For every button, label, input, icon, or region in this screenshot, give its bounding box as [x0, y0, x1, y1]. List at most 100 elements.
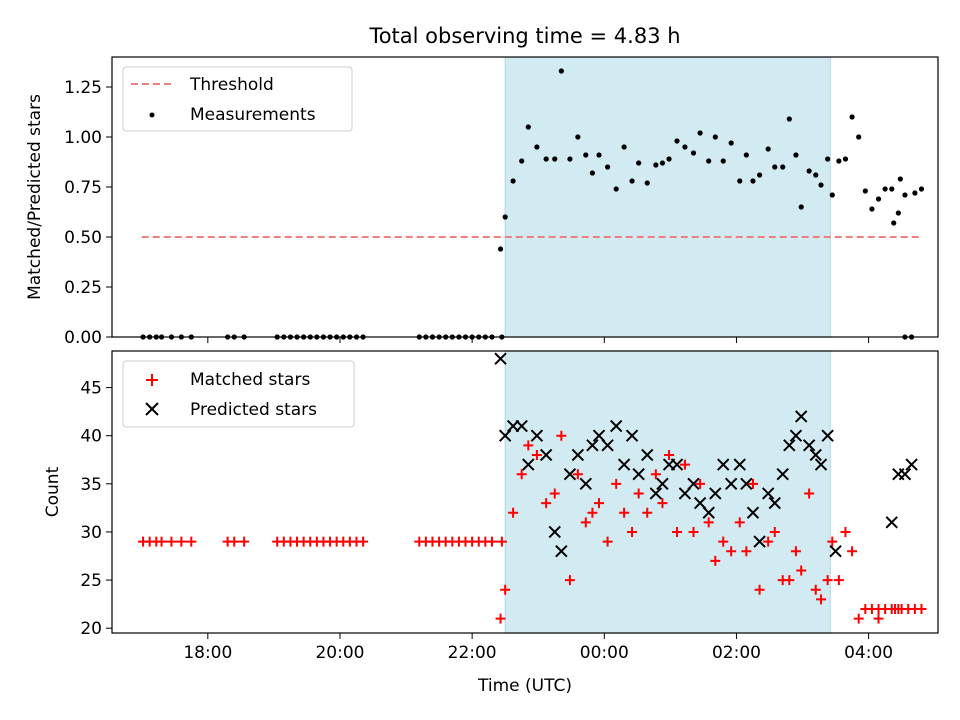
- measurement-point: [728, 140, 734, 146]
- measurement-point: [849, 114, 855, 120]
- measurement-point: [666, 156, 672, 162]
- matched-star-point: [718, 536, 729, 547]
- matched-star-point: [810, 584, 821, 595]
- predicted-star-point: [821, 429, 834, 442]
- matched-star-point: [734, 517, 745, 528]
- matched-legend-label: Matched stars: [190, 370, 310, 390]
- matched-star-point: [156, 536, 167, 547]
- predicted-star-point: [885, 516, 898, 529]
- matched-star-point: [611, 478, 622, 489]
- measurement-point: [806, 168, 812, 174]
- measurement-point: [682, 144, 688, 150]
- predicted-star-point: [795, 410, 808, 423]
- time-tick-label: 18:00: [183, 643, 232, 663]
- matched-star-point: [580, 517, 591, 528]
- predicted-star-point: [586, 439, 599, 452]
- predicted-star-point: [601, 439, 614, 452]
- matched-star-point: [650, 469, 661, 480]
- measurements-legend-label: Measurements: [190, 105, 316, 125]
- matched-star-point: [679, 459, 690, 470]
- measurement-point: [613, 186, 619, 192]
- measurement-point: [772, 164, 778, 170]
- predicted-star-point: [814, 458, 828, 471]
- count-y-ticks: 20 25 30 35 40 45: [80, 379, 112, 639]
- matched-star-point: [594, 498, 605, 509]
- predicted-legend-label: Predicted stars: [190, 400, 317, 420]
- matched-star-point: [496, 536, 507, 547]
- predicted-star-point: [740, 477, 753, 491]
- matched-star-point: [833, 575, 844, 586]
- predicted-star-point: [649, 487, 663, 500]
- predicted-star-point: [746, 506, 760, 519]
- matched-star-point: [642, 507, 653, 518]
- matched-star-point: [769, 526, 780, 537]
- matched-star-point: [523, 440, 534, 451]
- measurement-point: [786, 116, 792, 122]
- predicted-star-point: [530, 429, 544, 442]
- matched-star-point: [657, 498, 668, 509]
- matched-star-point: [508, 507, 519, 518]
- predicted-star-point: [802, 439, 816, 452]
- matched-star-point: [710, 555, 721, 566]
- matched-star-point: [873, 613, 884, 624]
- measurement-point: [780, 164, 786, 170]
- measurement-point: [605, 164, 611, 170]
- measurement-point: [897, 176, 903, 182]
- ratio-y-tick-label: 1.25: [64, 78, 102, 98]
- matched-star-point: [816, 594, 827, 605]
- measurement-point: [895, 210, 901, 216]
- measurement-point: [510, 178, 516, 184]
- predicted-star-point: [539, 448, 553, 462]
- predicted-star-point: [717, 458, 730, 471]
- ratio-y-tick-label: 0.75: [64, 178, 102, 198]
- matched-star-point: [916, 603, 927, 614]
- predicted-star-point: [789, 429, 803, 442]
- measurement-point: [558, 68, 564, 74]
- observing-window-shade: [504, 57, 831, 337]
- measurement-point: [575, 134, 581, 140]
- measurement-point: [690, 150, 697, 156]
- measurement-point: [836, 158, 842, 164]
- matched-star-point: [703, 517, 714, 528]
- measurement-point: [706, 158, 712, 164]
- measurement-point: [621, 144, 627, 150]
- matched-legend-swatch: [146, 374, 158, 386]
- predicted-star-point: [905, 458, 918, 471]
- matched-star-point: [853, 613, 864, 624]
- count-y-tick-label: 20: [80, 619, 102, 639]
- count-x-ticks: 18:00 20:00 22:00 00:00 02:00 04:00: [183, 633, 893, 663]
- matched-star-point: [827, 536, 838, 547]
- matched-star-point: [763, 536, 774, 547]
- measurement-point: [912, 190, 918, 196]
- matched-star-point: [847, 546, 858, 557]
- count-plot-frame: [111, 350, 939, 634]
- measurement-point: [497, 246, 504, 252]
- measurement-point: [902, 192, 908, 198]
- measurement-point: [793, 152, 799, 158]
- measurement-point: [525, 124, 531, 130]
- predicted-star-point: [494, 352, 507, 365]
- count-y-tick-label: 25: [80, 571, 102, 591]
- measurement-point: [856, 134, 862, 140]
- matched-star-point: [688, 526, 699, 537]
- matched-star-point: [822, 575, 833, 586]
- measurement-point: [743, 152, 749, 158]
- measurement-point: [818, 182, 824, 188]
- ratio-panel: 0.00 0.25 0.50 0.75 1.00 1.25 Matched/Predict…: [25, 56, 939, 348]
- matched-star-point: [564, 575, 575, 586]
- measurement-point: [825, 156, 831, 162]
- count-y-tick-label: 35: [80, 475, 102, 495]
- matched-star-point: [229, 536, 240, 547]
- measurement-point: [543, 156, 549, 162]
- matched-star-point: [664, 449, 675, 460]
- measurement-point: [882, 186, 888, 192]
- matched-star-point: [556, 430, 567, 441]
- measurement-point: [674, 138, 680, 144]
- matched-star-point: [602, 536, 613, 547]
- measurement-point: [720, 158, 726, 164]
- count-panel: 20 25 30 35 40 45 18:00 20:00 22:00 00:00 02:00 04…: [43, 350, 939, 696]
- predicted-star-point: [641, 448, 654, 462]
- measurement-point: [756, 172, 763, 178]
- predicted-star-point: [498, 429, 512, 442]
